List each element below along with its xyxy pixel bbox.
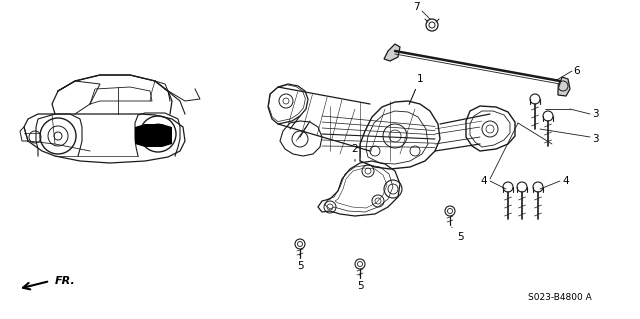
Text: 4: 4 <box>481 176 487 186</box>
Text: 5: 5 <box>356 274 364 291</box>
Text: 4: 4 <box>563 176 570 186</box>
Text: 3: 3 <box>592 109 598 119</box>
Text: 5: 5 <box>452 227 463 242</box>
Text: 3: 3 <box>592 134 598 144</box>
Text: 7: 7 <box>413 2 419 12</box>
Polygon shape <box>558 77 570 96</box>
Text: 5: 5 <box>297 254 303 271</box>
Polygon shape <box>138 127 168 144</box>
Text: 2: 2 <box>352 144 358 161</box>
Text: FR.: FR. <box>55 276 76 286</box>
Polygon shape <box>384 44 400 61</box>
Text: S023-B4800 A: S023-B4800 A <box>528 293 592 301</box>
Text: 1: 1 <box>409 74 423 104</box>
Text: 6: 6 <box>573 66 580 76</box>
Polygon shape <box>135 124 172 147</box>
